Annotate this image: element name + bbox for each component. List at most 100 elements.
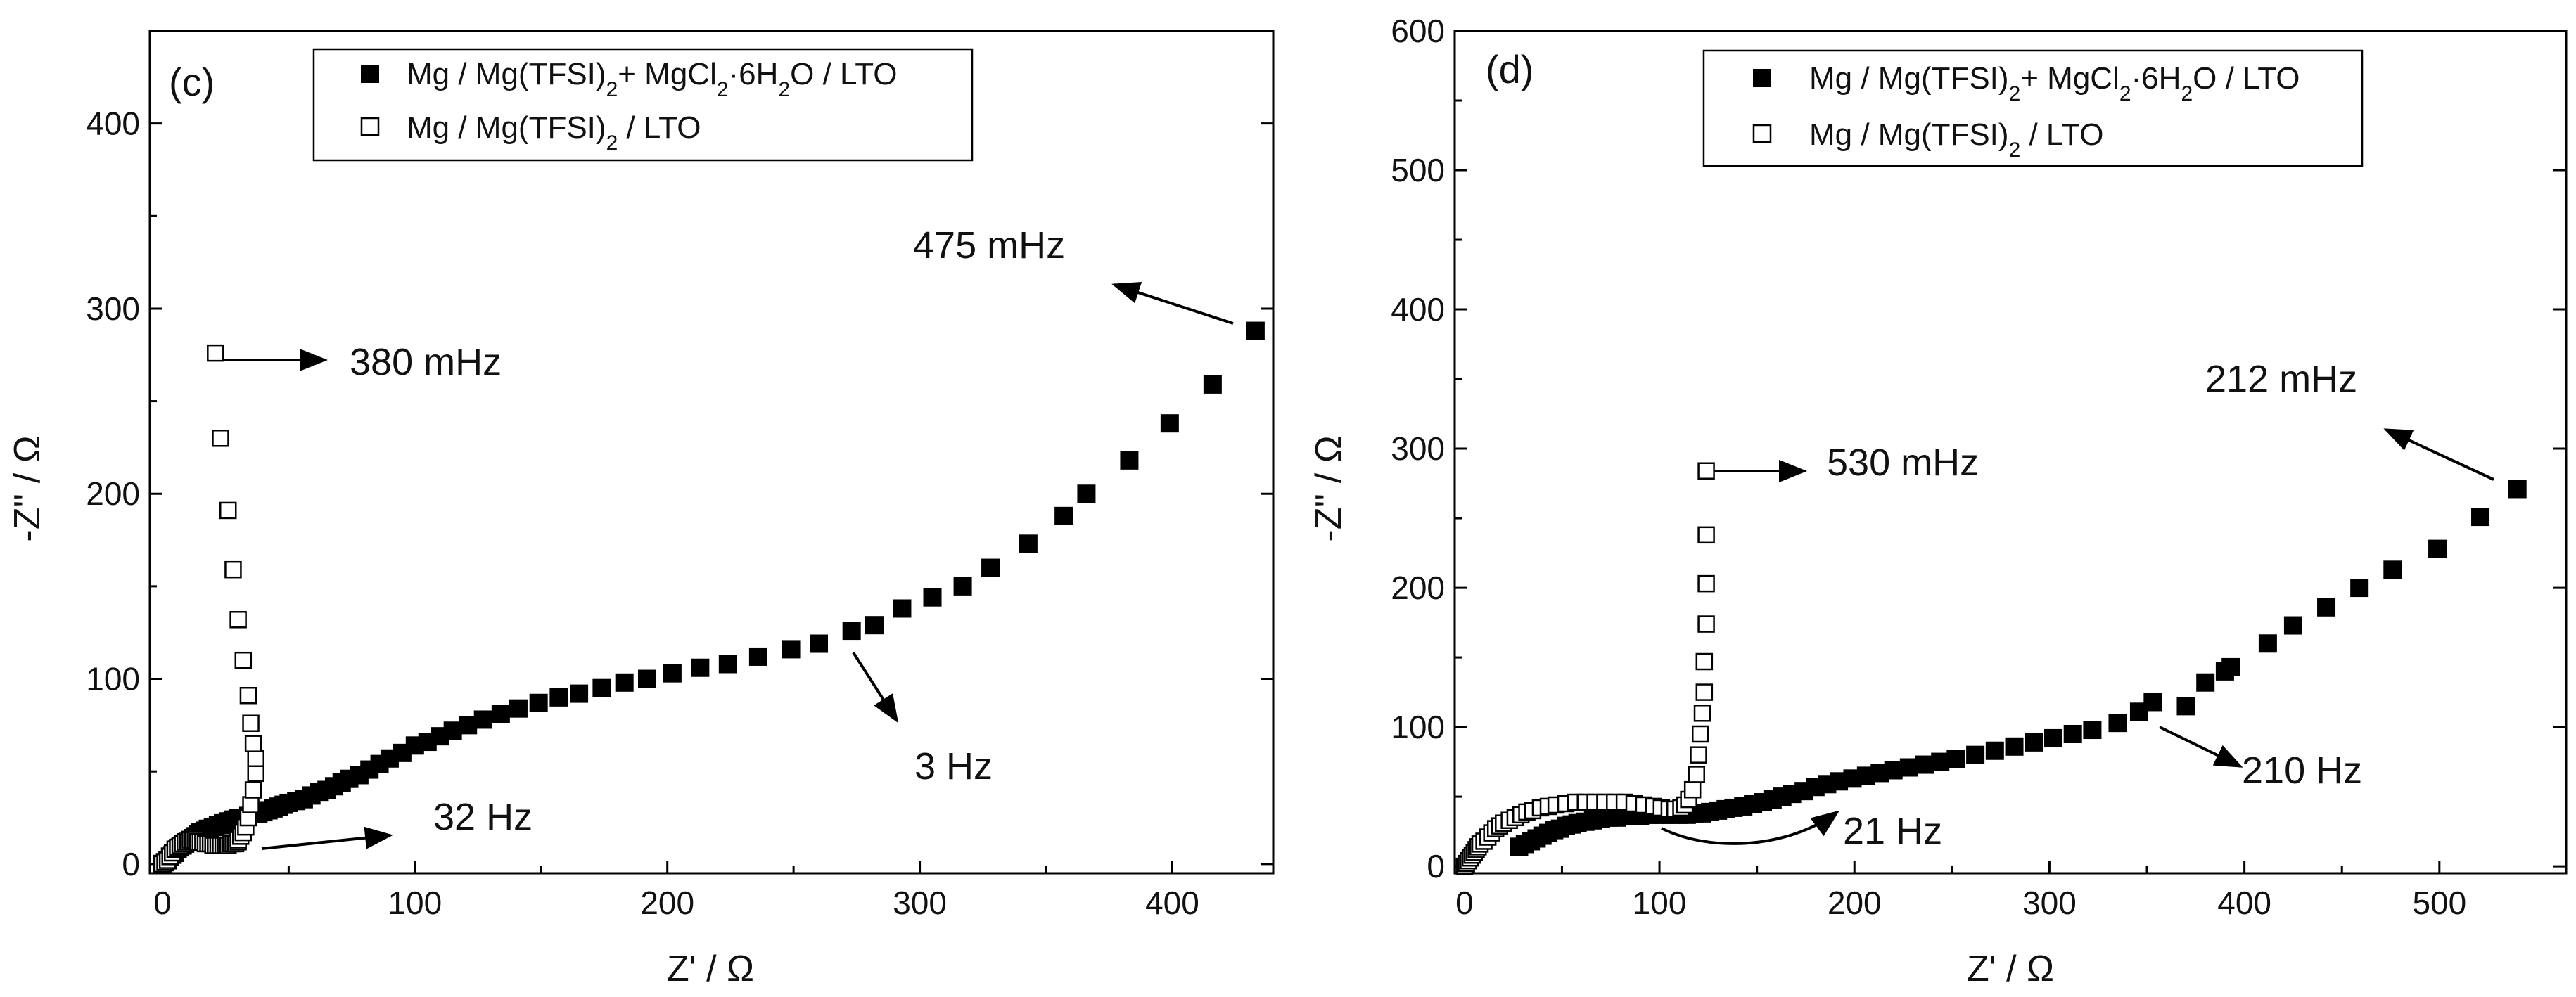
data-point-filled	[893, 599, 912, 618]
legend-entry-open-c: Mg / Mg(TFSI)2 / LTO	[407, 110, 701, 155]
legend-text-segment: / LTO	[618, 110, 701, 145]
y-axis-title-c: -Z'' / Ω	[7, 435, 48, 541]
data-point-filled	[473, 710, 492, 729]
data-point-open	[219, 501, 237, 520]
panel-c: 0 100 200 300 400 0 100 200 300 400 (c) Z' / Ω -…	[7, 30, 1275, 989]
data-point-open	[247, 750, 264, 768]
annotation-21hz: 21 Hz	[1843, 810, 1942, 852]
plot-frame-c	[148, 30, 1275, 875]
data-point-open	[234, 651, 253, 669]
data-point-open	[239, 686, 257, 705]
data-point-filled	[592, 678, 611, 697]
x-tick-label: 400	[1145, 885, 1199, 921]
panel-label-c: (c)	[169, 60, 215, 104]
y-tick-label: 0	[1427, 848, 1445, 885]
legend-entry-filled-d: Mg / Mg(TFSI)2+ MgCl2·6H2O / LTO	[1809, 61, 2300, 105]
legend-text-segment: + MgCl	[2020, 61, 2119, 96]
legend-marker-open-d	[1752, 124, 1772, 143]
data-point-filled	[663, 664, 682, 683]
annotation-3hz: 3 Hz	[914, 745, 993, 787]
arrow-210hz	[2159, 726, 2243, 768]
y-axis-title-d: -Z'' / Ω	[1308, 435, 1349, 541]
panel-d: 0 100 200 300 400 500 600 0 100 200 300 400 500 (d)…	[1308, 13, 2568, 989]
x-axis-ticks-d: 0 100 200 300 400 500	[1455, 861, 2466, 921]
data-point-filled	[1246, 321, 1265, 340]
data-point-filled	[2350, 579, 2369, 598]
legend-text-segment: Mg / Mg(TFSI)	[407, 57, 606, 91]
legend-d: Mg / Mg(TFSI)2+ MgCl2·6H2O / LTO Mg / Mg…	[1702, 49, 2364, 167]
legend-text-segment: + MgCl	[618, 57, 717, 91]
data-point-filled	[1899, 758, 1918, 777]
legend-text-segment: 2	[717, 78, 729, 101]
legend-text-segment: ·6H	[2131, 61, 2181, 96]
data-point-open	[1692, 725, 1709, 743]
data-point-filled	[2063, 724, 2082, 743]
data-point-open	[224, 560, 242, 579]
legend-c: Mg / Mg(TFSI)2+ MgCl2·6H2O / LTO Mg / Mg…	[312, 48, 974, 162]
y-tick-label: 200	[86, 475, 140, 512]
legend-text-segment: 2	[2181, 82, 2193, 105]
data-point-filled	[1077, 484, 1096, 503]
data-point-filled	[529, 693, 548, 712]
x-tick-label: 0	[1455, 885, 1474, 921]
y-axis-ticks-c: 0 100 200 300 400	[86, 105, 1273, 882]
data-point-filled	[2383, 560, 2402, 579]
legend-text-segment: 2	[2119, 82, 2131, 105]
legend-text-segment: ·6H	[729, 57, 779, 91]
annotation-212mhz: 212 mHz	[2205, 358, 2357, 400]
x-axis-title-d: Z' / Ω	[1967, 948, 2054, 989]
series-open-d	[1455, 462, 1715, 875]
legend-box-c	[312, 48, 974, 162]
x-tick-label: 400	[2217, 885, 2271, 921]
data-point-filled	[718, 655, 737, 674]
data-point-open	[1683, 780, 1702, 799]
data-point-filled	[2471, 508, 2490, 527]
legend-text-segment: 2	[2009, 139, 2021, 162]
data-point-filled	[2108, 714, 2127, 733]
data-point-filled	[615, 673, 634, 692]
data-point-filled	[953, 577, 972, 596]
x-tick-label: 100	[388, 885, 442, 921]
y-tick-label: 300	[1391, 430, 1445, 467]
data-point-open	[1697, 462, 1715, 480]
data-point-open	[1690, 746, 1707, 764]
data-point-filled	[842, 622, 861, 641]
annotation-32hz: 32 Hz	[433, 796, 533, 838]
x-tick-label: 200	[640, 885, 694, 921]
data-point-filled	[865, 616, 884, 635]
data-point-filled	[2025, 733, 2043, 752]
data-point-filled	[491, 705, 510, 723]
data-point-filled	[1931, 752, 1950, 771]
arrow-21hz	[1661, 810, 1840, 845]
data-point-open	[207, 344, 224, 362]
data-point-open	[1697, 574, 1715, 593]
x-tick-label: 300	[893, 885, 947, 921]
legend-text-segment: 2	[606, 131, 618, 155]
data-point-filled	[637, 669, 656, 688]
legend-entry-filled-c: Mg / Mg(TFSI)2+ MgCl2·6H2O / LTO	[407, 57, 898, 101]
x-tick-label: 300	[2022, 885, 2077, 921]
data-point-filled	[2176, 697, 2195, 716]
data-point-filled	[2258, 634, 2277, 653]
x-axis-title-c: Z' / Ω	[667, 948, 754, 989]
data-point-filled	[2283, 616, 2302, 635]
data-point-filled	[1054, 506, 1073, 525]
data-point-filled	[810, 634, 829, 653]
legend-entry-open-d: Mg / Mg(TFSI)2 / LTO	[1809, 117, 2103, 162]
data-point-filled	[1203, 375, 1222, 394]
data-point-filled	[549, 688, 568, 707]
data-point-open	[1695, 683, 1714, 701]
x-tick-label: 0	[153, 885, 172, 921]
data-point-filled	[1985, 741, 2004, 760]
arrow-212mhz	[2383, 428, 2494, 481]
y-tick-label: 100	[86, 661, 140, 697]
data-point-filled	[2428, 539, 2447, 558]
annotation-475mhz: 475 mHz	[913, 224, 1065, 266]
data-point-filled	[2317, 598, 2336, 617]
data-point-filled	[691, 658, 710, 677]
annotation-380mhz: 380 mHz	[350, 341, 502, 383]
data-point-filled	[1019, 534, 1038, 553]
data-point-open	[1697, 526, 1715, 544]
y-tick-label: 100	[1391, 709, 1445, 745]
